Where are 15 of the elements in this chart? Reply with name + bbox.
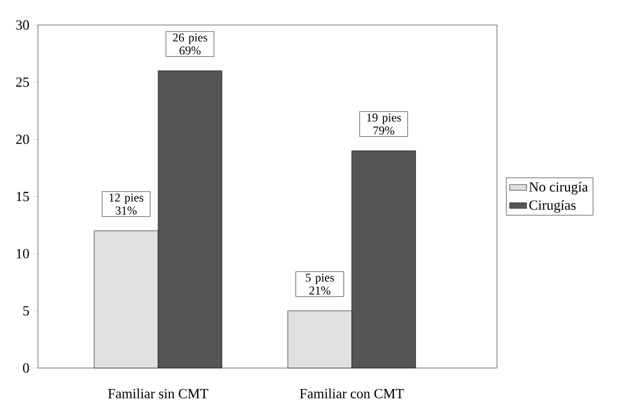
legend-label: Cirugías xyxy=(529,200,576,213)
y-tick-label: 10 xyxy=(16,248,29,258)
data-label: 12 pies 31% xyxy=(110,194,144,215)
y-tick-label: 5 xyxy=(23,306,29,316)
data-label: 19 pies 79% xyxy=(367,114,401,135)
y-tick-label: 0 xyxy=(23,363,29,373)
y-tick-label: 30 xyxy=(16,20,29,30)
data-label: 5 pies 21% xyxy=(306,274,334,295)
legend-label: No cirugía xyxy=(529,182,588,195)
x-tick-label: Familiar con CMT xyxy=(300,388,404,398)
y-tick-label: 20 xyxy=(16,134,29,144)
data-label: 26 pies 69% xyxy=(172,34,208,55)
x-tick-label: Familiar sin CMT xyxy=(108,388,208,398)
y-tick-label: 25 xyxy=(16,77,29,87)
y-tick-label: 15 xyxy=(16,192,29,202)
